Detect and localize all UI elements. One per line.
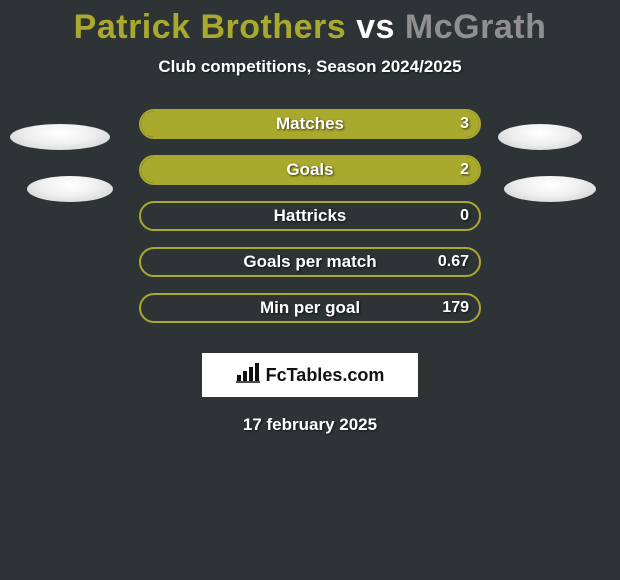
stat-row: Goals per match0.67	[0, 247, 620, 293]
title-player1: Patrick Brothers	[74, 8, 347, 46]
stat-label: Min per goal	[141, 295, 479, 321]
fctables-badge[interactable]: FcTables.com	[202, 353, 418, 397]
stat-label: Hattricks	[141, 203, 479, 229]
stat-bar: Matches3	[139, 109, 481, 139]
comparison-title: Patrick Brothers vs McGrath	[0, 0, 620, 47]
stat-value: 2	[460, 157, 469, 183]
date-label: 17 february 2025	[0, 415, 620, 435]
decorative-ellipse	[10, 124, 110, 150]
title-player2: McGrath	[405, 8, 546, 46]
stat-value: 3	[460, 111, 469, 137]
stat-value: 0.67	[438, 249, 469, 275]
stat-bar: Goals2	[139, 155, 481, 185]
decorative-ellipse	[498, 124, 582, 150]
badge-text: FcTables.com	[266, 365, 385, 386]
stat-row: Min per goal179	[0, 293, 620, 339]
subtitle: Club competitions, Season 2024/2025	[0, 57, 620, 77]
decorative-ellipse	[27, 176, 113, 202]
stat-row: Hattricks0	[0, 201, 620, 247]
title-vs: vs	[346, 8, 405, 46]
decorative-ellipse	[504, 176, 596, 202]
stat-label: Goals per match	[141, 249, 479, 275]
stat-bar: Goals per match0.67	[139, 247, 481, 277]
stat-label: Matches	[141, 111, 479, 137]
stat-bar: Hattricks0	[139, 201, 481, 231]
stat-bar: Min per goal179	[139, 293, 481, 323]
stat-label: Goals	[141, 157, 479, 183]
stat-value: 0	[460, 203, 469, 229]
stat-value: 179	[442, 295, 469, 321]
bar-chart-icon	[236, 363, 260, 388]
